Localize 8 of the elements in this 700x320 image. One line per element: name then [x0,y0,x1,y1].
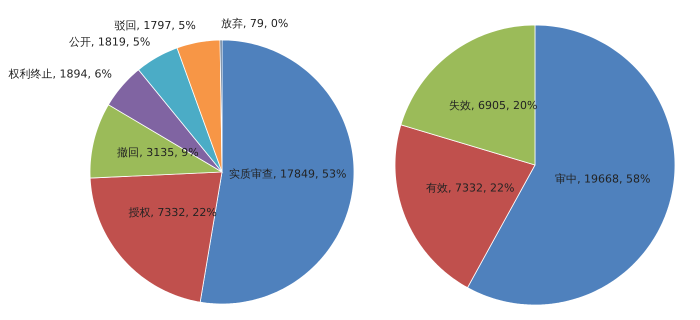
slice-label: 权利终止, 1894, 6% [8,67,112,80]
slice-label: 撤回, 3135, 9% [117,146,199,160]
slice-label: 审中, 19668, 58% [555,172,651,186]
slice-label: 实质审查, 17849, 53% [229,167,346,180]
slice-label: 放弃, 79, 0% [220,16,288,30]
slice-label: 驳回, 1797, 5% [114,19,196,32]
slice-label: 公开, 1819, 5% [68,36,150,49]
slice-label: 有效, 7332, 22% [426,181,514,194]
